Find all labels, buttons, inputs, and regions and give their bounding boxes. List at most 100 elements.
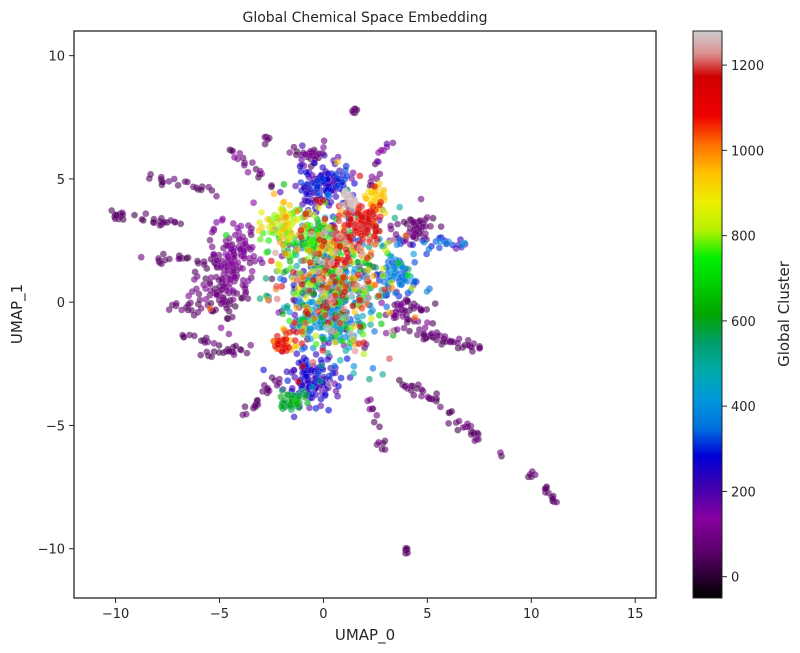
scatter-point [178,306,186,314]
scatter-point [342,239,351,247]
scatter-point [381,286,389,294]
scatter-point [293,246,302,254]
scatter-point [385,355,394,363]
scatter-point [210,339,218,347]
scatter-point [404,549,412,557]
scatter-point [333,158,342,166]
scatter-point [192,285,201,293]
scatter-point [292,397,300,405]
scatter-point [328,273,336,281]
scatter-point [156,221,164,229]
scatter-point [268,275,276,283]
scatter-point [217,262,225,270]
scatter-point [241,403,249,411]
scatter-point [279,310,287,318]
scatter-point [408,284,416,292]
scatter-point [337,374,345,382]
scatter-point [375,292,383,300]
scatter-point [371,240,379,248]
scatter-point [281,249,290,258]
scatter-point [409,218,417,226]
scatter-point [200,260,208,269]
scatter-point [313,189,322,197]
scatter-point [217,324,225,332]
scatter-point [273,381,281,389]
scatter-point [283,302,291,310]
scatter-point [394,220,402,228]
scatter-point [228,313,236,321]
scatter-point [277,402,286,410]
scatter-point [255,227,263,235]
scatter-point [314,307,322,315]
scatter-point [244,222,253,230]
x-tick-label: 5 [423,607,431,622]
scatter-point [208,243,216,251]
scatter-point [339,274,348,282]
scatter-point [265,387,273,395]
colorbar-tick-label: 800 [731,230,756,245]
scatter-point [375,311,383,319]
scatter-point [355,340,363,348]
scatter-point [185,292,193,300]
scatter-point [196,296,204,304]
scatter-point [264,296,272,304]
scatter-point [343,355,351,363]
scatter-point [391,289,400,297]
x-tick-label: 15 [627,607,644,622]
scatter-point [390,312,398,320]
scatter-point [367,249,375,257]
scatter-point [165,255,174,263]
scatter-point [351,220,359,228]
scatter-point [377,320,386,328]
scatter-point [276,188,284,196]
scatter-point [383,303,391,311]
scatter-point [212,192,221,200]
scatter-point [281,221,290,229]
scatter-point [236,149,244,157]
scatter-point [230,153,239,162]
scatter-point [292,328,301,336]
scatter-point [375,438,383,447]
scatter-point [194,259,202,267]
scatter-point [496,449,505,457]
scatter-point [304,310,312,318]
scatter-point [350,362,358,370]
scatter-point [356,296,364,304]
scatter-point [310,250,319,258]
scatter-point [215,276,223,284]
scatter-point [282,213,290,222]
scatter-point [175,255,183,263]
scatter-point [321,266,329,274]
scatter-point [202,285,210,293]
scatter-point [335,267,344,275]
scatter-point [388,327,396,335]
scatter-point [227,245,235,253]
scatter-point [357,223,365,231]
scatter-point [316,377,324,385]
scatter-point [455,417,463,425]
scatter-point [274,260,282,268]
scatter-point [342,347,350,355]
scatter-point [435,244,444,252]
scatter-point [454,339,462,347]
y-tick-label: 0 [57,296,65,311]
scatter-point [363,274,371,282]
scatter-point [229,147,237,155]
colorbar-label: Global Cluster [775,260,793,367]
scatter-point [278,347,286,356]
scatter-point [244,277,252,285]
scatter-point [208,228,216,236]
scatter-point [264,135,272,144]
scatter-point [317,395,325,403]
scatter-point [190,275,198,284]
scatter-point [290,413,298,421]
scatter-point [256,235,264,243]
scatter-point [229,296,237,304]
scatter-point [325,406,333,414]
scatter-point [247,341,255,349]
scatter-point [223,287,231,295]
scatter-point [293,304,301,312]
scatter-point [340,189,348,198]
scatter-point [317,362,326,370]
scatter-point [368,208,377,216]
